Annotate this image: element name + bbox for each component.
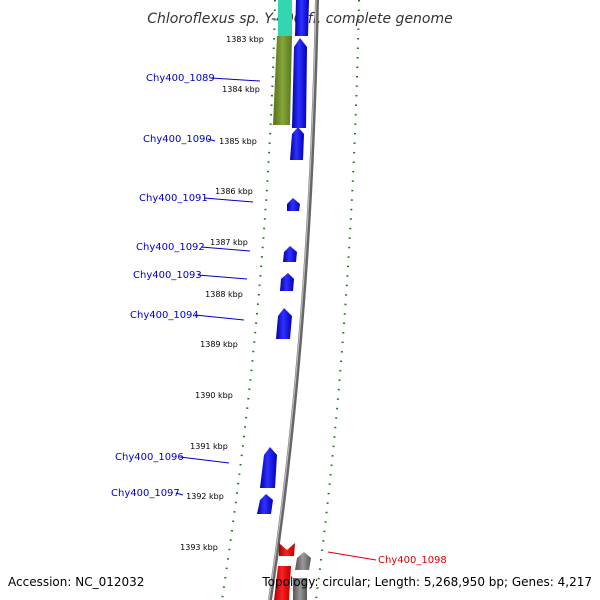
- summary-text: Topology: circular; Length: 5,268,950 bp…: [261, 575, 592, 589]
- gene-label[interactable]: Chy400_1096: [115, 452, 184, 463]
- scale-label: 1393 kbp: [180, 543, 218, 552]
- gene-leader-line: [175, 492, 184, 496]
- scale-label: 1392 kbp: [186, 492, 224, 501]
- scale-labels: 1383 kbp 1384 kbp 1385 kbp 1386 kbp 1387 kbp…: [180, 35, 264, 552]
- gene-shapes: [257, 0, 311, 600]
- gene-blue-1090[interactable]: [290, 127, 304, 160]
- gene-red-1098-upper[interactable]: [279, 543, 295, 556]
- scale-label: 1386 kbp: [215, 187, 253, 196]
- gene-labels: Chy400_1089 Chy400_1090 Chy400_1091 Chy400_…: [111, 73, 447, 566]
- gene-blue-1089[interactable]: [292, 38, 307, 128]
- accession-text: Accession: NC_012032: [8, 575, 144, 589]
- gene-blue-1093[interactable]: [280, 273, 294, 291]
- gene-leader-line: [207, 138, 216, 142]
- gene-leader-line: [203, 197, 254, 203]
- scale-label: 1389 kbp: [200, 340, 238, 349]
- gene-leader-line: [179, 456, 230, 464]
- gene-blue-1094[interactable]: [276, 308, 292, 339]
- scale-label: 1391 kbp: [190, 442, 228, 451]
- gene-label[interactable]: Chy400_1093: [133, 270, 202, 281]
- gene-label[interactable]: Chy400_1090: [143, 134, 212, 145]
- gene-label[interactable]: Chy400_1091: [139, 193, 208, 204]
- gene-blue-1092[interactable]: [283, 246, 297, 262]
- gene-grey-1098[interactable]: [295, 552, 311, 570]
- gene-label[interactable]: Chy400_1097: [111, 488, 180, 499]
- scale-label: 1388 kbp: [205, 290, 243, 299]
- gene-blue-1091[interactable]: [287, 198, 300, 211]
- gene-blue-top[interactable]: [295, 0, 309, 36]
- outer-track-right: [315, 0, 360, 600]
- scale-label: 1385 kbp: [219, 137, 257, 146]
- gene-label[interactable]: Chy400_1098: [378, 555, 447, 566]
- gene-blue-1096[interactable]: [260, 447, 277, 488]
- gene-leader-line: [210, 77, 261, 82]
- gene-blue-1097[interactable]: [257, 494, 273, 514]
- gene-olive-1089[interactable]: [273, 36, 292, 125]
- gene-leader-line: [327, 551, 377, 561]
- gene-label[interactable]: Chy400_1094: [130, 310, 199, 321]
- gene-leader-line: [200, 246, 251, 252]
- scale-label: 1383 kbp: [226, 35, 264, 44]
- gene-label[interactable]: Chy400_1092: [136, 242, 205, 253]
- scale-label: 1387 kbp: [210, 238, 248, 247]
- scale-label: 1384 kbp: [222, 85, 260, 94]
- gene-leader-line: [197, 274, 248, 280]
- gene-leader-line: [194, 314, 245, 321]
- gene-teal-top[interactable]: [278, 0, 292, 36]
- gene-label[interactable]: Chy400_1089: [146, 73, 215, 84]
- scale-label: 1390 kbp: [195, 391, 233, 400]
- gene-grey-bottom[interactable]: [293, 578, 307, 600]
- genome-backbone: [268, 0, 319, 600]
- gene-red-1098-lower[interactable]: [274, 566, 291, 600]
